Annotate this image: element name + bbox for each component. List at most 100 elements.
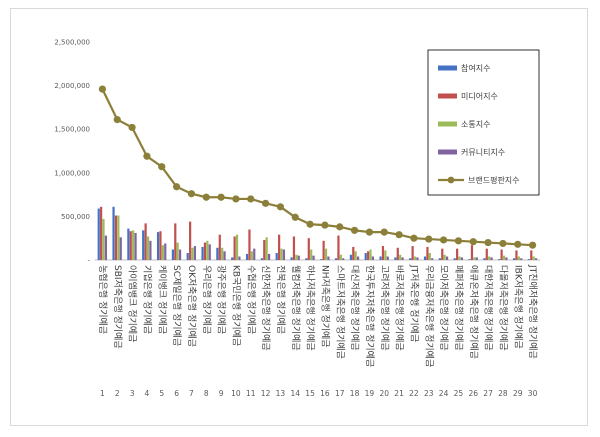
bar-2 — [470, 245, 474, 260]
rank-label: 2 — [115, 389, 120, 398]
rank-label: 11 — [246, 389, 256, 398]
bar-1 — [364, 253, 367, 260]
category-label: 스마트저축은행 정기예금 — [334, 265, 346, 359]
rank-label: 3 — [130, 389, 135, 398]
rank-label: 30 — [528, 389, 538, 398]
bar-3 — [517, 256, 520, 260]
rank-label: 15 — [305, 389, 315, 398]
bar-1 — [127, 228, 130, 260]
bar-1 — [334, 258, 338, 260]
rank-label: 26 — [468, 389, 478, 398]
rank-label: 13 — [276, 389, 286, 398]
bar-4 — [267, 253, 271, 260]
bar-3 — [250, 251, 253, 260]
bar-3 — [221, 247, 224, 260]
line-point — [113, 116, 121, 124]
bar-1 — [171, 249, 174, 260]
rank-label: 1 — [100, 389, 105, 398]
y-tick-label: 2,500,000 — [54, 39, 90, 47]
bar-3 — [488, 256, 491, 260]
bar-3 — [532, 256, 535, 260]
rank-label: 19 — [365, 389, 375, 398]
line-point — [350, 226, 359, 234]
category-label: 고려저축은행 정기예금 — [379, 265, 391, 351]
category-label: 수협은행 정기예금 — [245, 265, 257, 334]
category-label: 바로저축은행 정기예금 — [394, 265, 406, 351]
bar-3 — [428, 253, 431, 260]
rank-label: 16 — [320, 389, 330, 398]
bar-4 — [164, 243, 167, 260]
bar-4 — [445, 256, 449, 260]
bar-1 — [275, 253, 278, 260]
bar-1 — [290, 257, 293, 260]
category-label: 페퍼저축은행 정기예금 — [453, 265, 465, 351]
y-tick-label: 1,000,000 — [54, 169, 90, 177]
bar-1 — [112, 206, 115, 260]
rank-label: 23 — [424, 389, 434, 398]
bar-3 — [161, 245, 164, 260]
bar-1 — [245, 253, 249, 260]
line-point — [187, 190, 196, 198]
line-point — [425, 235, 433, 243]
bar-1 — [231, 257, 234, 260]
bar-3 — [399, 254, 402, 260]
bar-1 — [349, 254, 352, 260]
bar-2 — [100, 206, 103, 260]
bar-2 — [159, 231, 162, 260]
bar-1 — [438, 258, 441, 260]
bar-4 — [223, 251, 226, 260]
bar-1 — [423, 256, 427, 260]
line-point — [276, 203, 285, 211]
rank-label: 10 — [231, 389, 241, 398]
bar-4 — [401, 257, 404, 260]
bar-1 — [394, 257, 397, 260]
line-point — [469, 238, 477, 246]
rank-label: 7 — [189, 389, 194, 398]
bar-4 — [386, 256, 389, 260]
bar-2 — [322, 240, 325, 260]
bar-2 — [441, 248, 444, 260]
bar-4 — [312, 255, 315, 260]
category-label: JT저축은행 정기예금 — [408, 264, 420, 342]
rank-label: 22 — [409, 389, 419, 398]
line-point — [143, 152, 151, 160]
bar-2 — [307, 238, 310, 260]
bar-4 — [356, 256, 360, 260]
line-point — [172, 183, 181, 191]
bar-4 — [238, 256, 241, 260]
bar-3 — [310, 249, 313, 260]
bar-1 — [512, 258, 516, 260]
bar-4 — [134, 232, 137, 260]
legend-label: 소통지수 — [461, 120, 490, 129]
legend-label: 미디어지수 — [461, 91, 498, 101]
bar-4 — [490, 257, 493, 260]
rank-label: 4 — [145, 389, 150, 398]
line-point — [321, 221, 329, 229]
bar-3 — [102, 219, 105, 260]
category-label: 대신저축은행 정기예금 — [349, 265, 361, 351]
category-label: 아이엠뱅크 정기예금 — [127, 265, 139, 342]
line-point — [528, 241, 537, 249]
bar-4 — [208, 244, 211, 260]
bar-4 — [342, 258, 345, 260]
legend-label: 브랜드평판지수 — [468, 175, 520, 185]
rank-label: 9 — [219, 389, 224, 398]
bar-3 — [339, 254, 342, 260]
y-tick-label: 500,000 — [61, 213, 90, 221]
y-tick-label: 2,000,000 — [54, 82, 90, 90]
bar-4 — [431, 258, 434, 260]
bar-2 — [337, 235, 340, 260]
rank-label: 12 — [261, 389, 271, 398]
category-label: 농협은행 정기예금 — [97, 265, 109, 334]
line-point — [158, 163, 166, 171]
bar-3 — [295, 254, 298, 260]
bar-1 — [468, 259, 471, 260]
category-label: SBI저축은행 정기예금 — [112, 265, 124, 349]
bar-1 — [483, 258, 486, 260]
bar-2 — [367, 251, 370, 260]
bar-2 — [218, 234, 221, 260]
bar-4 — [327, 256, 330, 260]
line-point — [380, 228, 388, 236]
rank-label: 8 — [204, 389, 209, 398]
